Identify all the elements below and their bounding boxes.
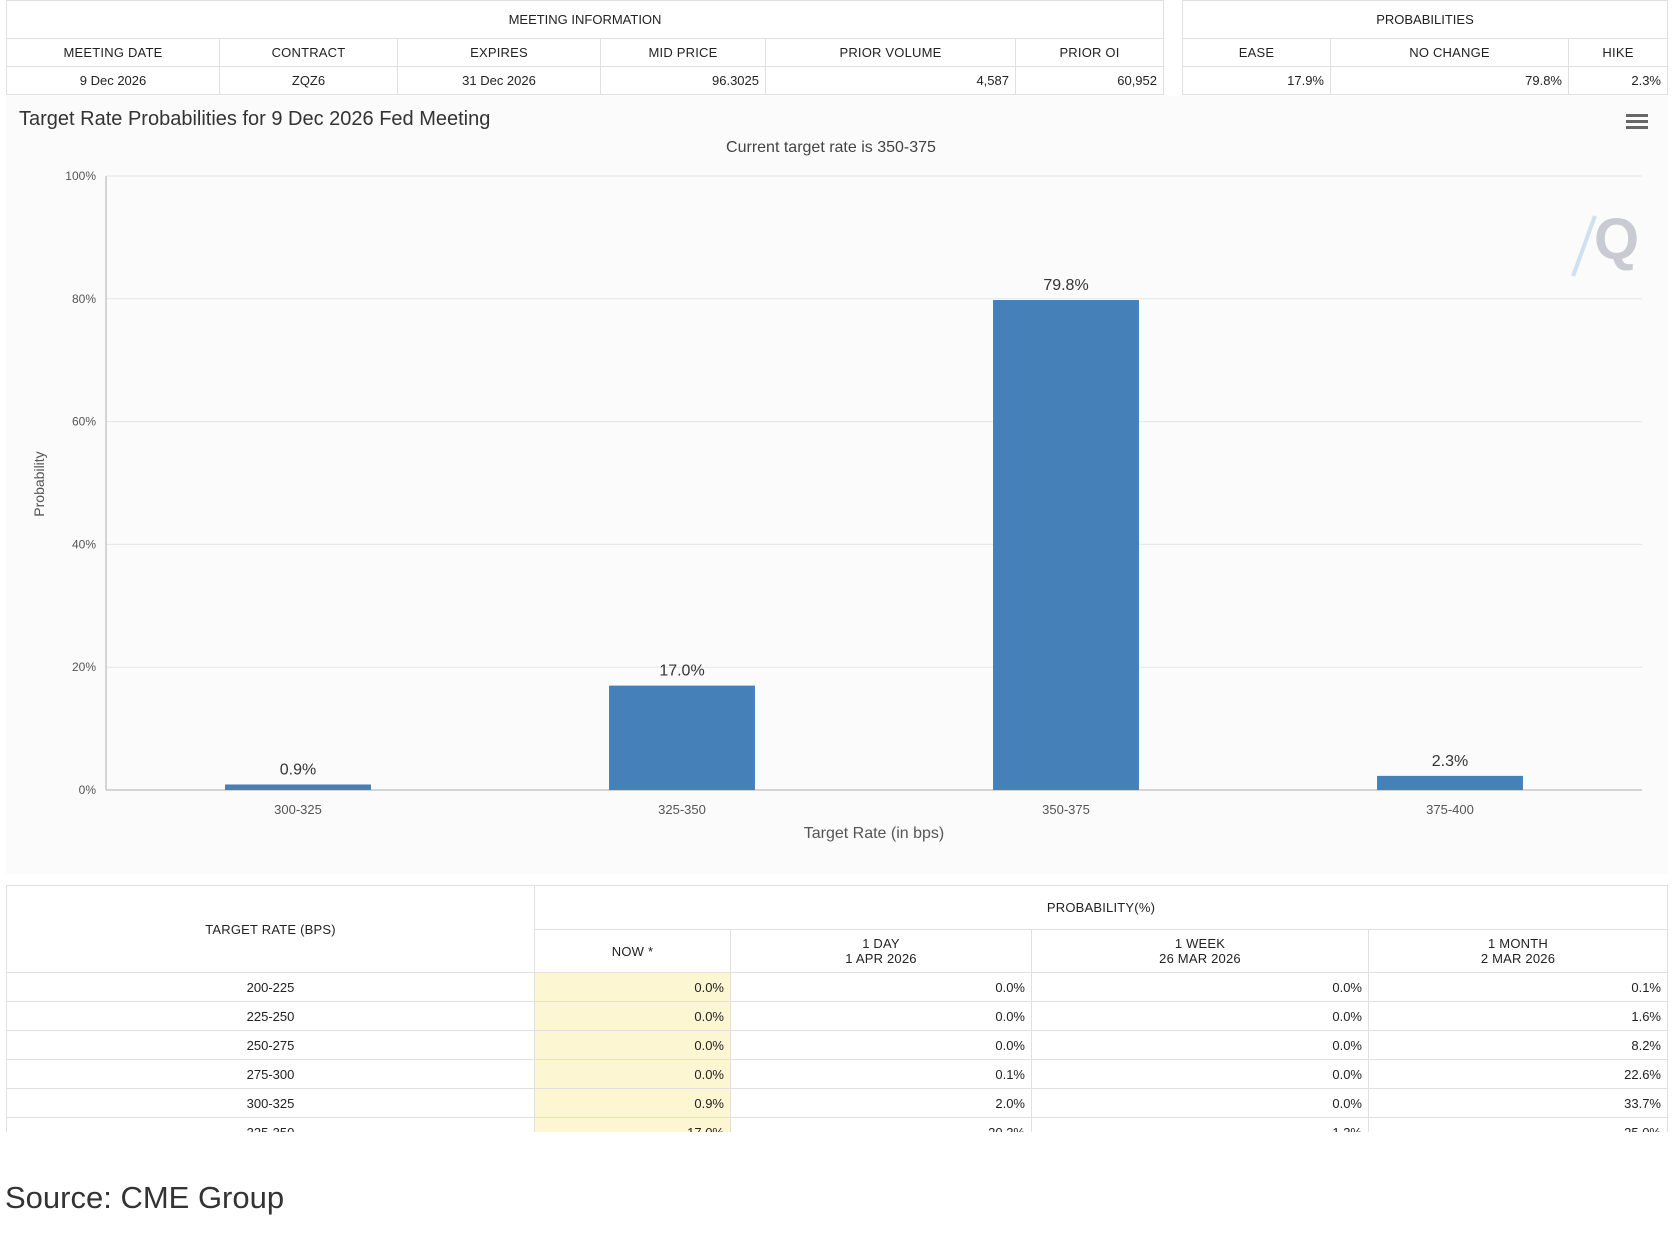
- one-day-cell: 0.0%: [730, 972, 1032, 1002]
- x-tick-label: 350-375: [1042, 802, 1090, 817]
- prior-volume-header: PRIOR VOLUME: [765, 38, 1016, 67]
- one-week-header-line2: 26 MAR 2026: [1159, 951, 1241, 966]
- probabilities-header: PROBABILITIES: [1182, 0, 1668, 39]
- one-month-cell: 8.2%: [1368, 1030, 1668, 1060]
- one-month-cell: 22.6%: [1368, 1059, 1668, 1089]
- mid-price-value: 96.3025: [600, 66, 766, 95]
- x-tick-label: 325-350: [658, 802, 706, 817]
- data-label: 0.9%: [280, 761, 316, 778]
- mid-price-header: MID PRICE: [600, 38, 766, 67]
- prior-oi-value: 60,952: [1015, 66, 1164, 95]
- one-month-header-line2: 2 MAR 2026: [1480, 951, 1556, 966]
- y-tick-label: 0%: [79, 783, 97, 797]
- table-cutoff-mask: [0, 1132, 1676, 1240]
- one-week-cell: 0.0%: [1031, 972, 1369, 1002]
- ease-header: EASE: [1182, 38, 1331, 67]
- probabilities-table: PROBABILITIES EASE NO CHANGE HIKE 17.9% …: [1182, 0, 1668, 95]
- target-rate-header: TARGET RATE (BPS): [6, 885, 535, 973]
- probability-group-header: PROBABILITY(%): [534, 885, 1668, 930]
- one-day-header-line2: 1 APR 2026: [845, 951, 917, 966]
- one-day-header: 1 DAY 1 APR 2026: [730, 929, 1032, 973]
- hike-value: 2.3%: [1568, 66, 1668, 95]
- meeting-date-value: 9 Dec 2026: [6, 66, 220, 95]
- watermark-q-icon: Q: [1594, 207, 1640, 272]
- one-week-cell: 0.0%: [1031, 1059, 1369, 1089]
- table-row: 300-325 0.9% 2.0% 0.0% 33.7%: [6, 1088, 1668, 1118]
- meeting-information-table: MEETING INFORMATION MEETING DATE CONTRAC…: [6, 0, 1164, 95]
- one-month-cell: 1.6%: [1368, 1001, 1668, 1031]
- one-month-header-line1: 1 MONTH: [1488, 936, 1548, 951]
- ease-value: 17.9%: [1182, 66, 1331, 95]
- prior-volume-value: 4,587: [765, 66, 1016, 95]
- x-tick-label: 300-325: [274, 802, 322, 817]
- y-tick-label: 80%: [72, 292, 96, 306]
- now-cell: 0.0%: [534, 1059, 731, 1089]
- probability-table: TARGET RATE (BPS) PROBABILITY(%) NOW * 1…: [6, 885, 1668, 1147]
- hike-header: HIKE: [1568, 38, 1668, 67]
- now-header: NOW *: [534, 929, 731, 973]
- now-cell: 0.0%: [534, 1001, 731, 1031]
- meeting-date-header: MEETING DATE: [6, 38, 220, 67]
- no-change-value: 79.8%: [1330, 66, 1569, 95]
- data-label: 79.8%: [1043, 277, 1088, 294]
- one-month-cell: 0.1%: [1368, 972, 1668, 1002]
- meeting-information-header: MEETING INFORMATION: [6, 0, 1164, 39]
- one-week-header-line1: 1 WEEK: [1174, 936, 1226, 951]
- y-tick-label: 40%: [72, 537, 96, 551]
- contract-header: CONTRACT: [219, 38, 398, 67]
- bar: [225, 784, 371, 790]
- one-month-cell: 33.7%: [1368, 1088, 1668, 1118]
- table-row: 200-225 0.0% 0.0% 0.0% 0.1%: [6, 972, 1668, 1002]
- y-tick-label: 20%: [72, 660, 96, 674]
- table-row: 275-300 0.0% 0.1% 0.0% 22.6%: [6, 1059, 1668, 1089]
- prior-oi-header: PRIOR OI: [1015, 38, 1164, 67]
- now-header-line1: NOW *: [611, 943, 654, 959]
- contract-value: ZQZ6: [219, 66, 398, 95]
- target-rate-cell: 300-325: [6, 1088, 535, 1118]
- no-change-header: NO CHANGE: [1330, 38, 1569, 67]
- data-label: 2.3%: [1432, 753, 1468, 770]
- hamburger-menu-icon[interactable]: [1626, 114, 1648, 130]
- now-cell: 0.9%: [534, 1088, 731, 1118]
- one-week-cell: 0.0%: [1031, 1088, 1369, 1118]
- one-day-cell: 0.0%: [730, 1001, 1032, 1031]
- one-day-header-line1: 1 DAY: [862, 936, 900, 951]
- now-cell: 0.0%: [534, 1030, 731, 1060]
- target-rate-cell: 225-250: [6, 1001, 535, 1031]
- target-rate-cell: 200-225: [6, 972, 535, 1002]
- bar-layer: 0.9% 300-325 17.0% 325-350 79.8% 350-375 2.3% 3…: [225, 277, 1523, 817]
- y-axis-title: Probability: [31, 451, 47, 516]
- one-week-header: 1 WEEK 26 MAR 2026: [1031, 929, 1369, 973]
- source-caption: Source: CME Group: [5, 1180, 285, 1215]
- table-row: 250-275 0.0% 0.0% 0.0% 8.2%: [6, 1030, 1668, 1060]
- grid-layer: 0% 20% 40% 60% 80% 100%: [65, 169, 1642, 797]
- y-tick-label: 100%: [65, 169, 96, 183]
- one-day-cell: 0.1%: [730, 1059, 1032, 1089]
- one-week-cell: 0.0%: [1031, 1030, 1369, 1060]
- bar: [609, 685, 755, 790]
- bar: [993, 300, 1139, 790]
- one-month-header: 1 MONTH 2 MAR 2026: [1368, 929, 1668, 973]
- one-day-cell: 0.0%: [730, 1030, 1032, 1060]
- x-tick-label: 375-400: [1426, 802, 1474, 817]
- chart-svg: Current target rate is 350-375 0% 20% 40% 6…: [31, 139, 1642, 842]
- one-week-cell: 0.0%: [1031, 1001, 1369, 1031]
- bar: [1377, 775, 1523, 790]
- table-row: 225-250 0.0% 0.0% 0.0% 1.6%: [6, 1001, 1668, 1031]
- expires-header: EXPIRES: [397, 38, 601, 67]
- x-axis-title: Target Rate (in bps): [804, 825, 945, 842]
- target-rate-cell: 250-275: [6, 1030, 535, 1060]
- target-rate-cell: 275-300: [6, 1059, 535, 1089]
- one-day-cell: 2.0%: [730, 1088, 1032, 1118]
- now-cell: 0.0%: [534, 972, 731, 1002]
- data-label: 17.0%: [659, 663, 704, 680]
- expires-value: 31 Dec 2026: [397, 66, 601, 95]
- chart-title: Target Rate Probabilities for 9 Dec 2026…: [19, 108, 491, 130]
- chart-panel: Target Rate Probabilities for 9 Dec 2026…: [6, 96, 1668, 874]
- y-tick-label: 60%: [72, 415, 96, 429]
- chart-subtitle: Current target rate is 350-375: [726, 139, 936, 156]
